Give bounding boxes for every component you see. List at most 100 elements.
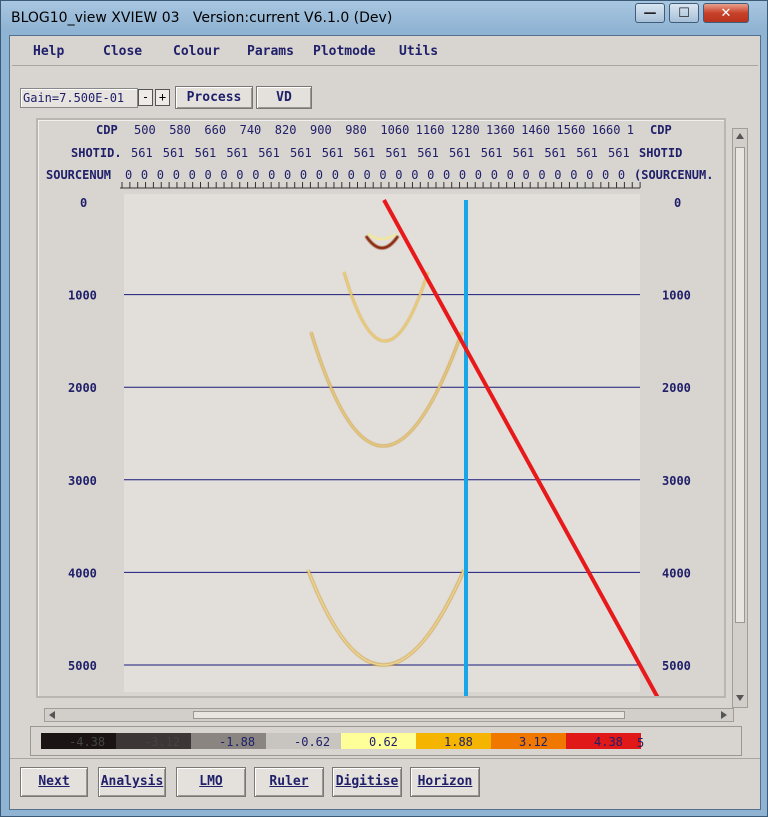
close-icon: ✕ bbox=[720, 5, 732, 21]
cdp-value: 1660 bbox=[592, 123, 621, 137]
next-button[interactable]: Next bbox=[20, 767, 88, 797]
shotid-value: 561 bbox=[513, 146, 535, 160]
sourcenum-value: 0 bbox=[364, 168, 371, 182]
shotid-value: 561 bbox=[258, 146, 280, 160]
vertical-scrollbar[interactable] bbox=[732, 128, 748, 708]
shotid-value: 561 bbox=[608, 146, 630, 160]
sourcenum-value: 0 bbox=[459, 168, 466, 182]
scroll-up-icon[interactable] bbox=[733, 129, 747, 143]
time-label-right: 1000 bbox=[662, 289, 691, 303]
sourcenum-value: 0 bbox=[475, 168, 482, 182]
digitise-button[interactable]: Digitise bbox=[332, 767, 402, 797]
shotid-value: 561 bbox=[449, 146, 471, 160]
event-hyperbola-4-core bbox=[307, 569, 465, 666]
sourcenum-value: 0 bbox=[427, 168, 434, 182]
menu-utils[interactable]: Utils bbox=[399, 44, 439, 59]
cdp-value: 500 bbox=[134, 123, 156, 137]
sourcenum-label-right: (SOURCENUM. bbox=[634, 168, 713, 182]
cdp-value: 1360 bbox=[486, 123, 515, 137]
cdp-value: 1280 bbox=[451, 123, 480, 137]
sourcenum-value: 0 bbox=[570, 168, 577, 182]
close-window-button[interactable]: ✕ bbox=[703, 3, 749, 23]
sourcenum-value: 0 bbox=[157, 168, 164, 182]
colour-scale-block bbox=[41, 733, 116, 749]
vertical-scroll-thumb[interactable] bbox=[735, 147, 745, 623]
colour-scale-block bbox=[341, 733, 416, 749]
scroll-right-icon[interactable] bbox=[717, 709, 731, 721]
cdp-value: 1560 bbox=[556, 123, 585, 137]
maximize-icon: ☐ bbox=[678, 5, 690, 21]
gain-increase-button[interactable]: + bbox=[155, 89, 170, 106]
shotid-value: 561 bbox=[163, 146, 185, 160]
sourcenum-value: 0 bbox=[300, 168, 307, 182]
colour-scale-block bbox=[191, 733, 266, 749]
sourcenum-value: 0 bbox=[205, 168, 212, 182]
colour-scale-block bbox=[416, 733, 491, 749]
time-label-left: 4000 bbox=[68, 566, 97, 580]
lmo-red-line[interactable] bbox=[382, 199, 660, 699]
menu-help[interactable]: Help bbox=[33, 44, 65, 59]
shotid-value: 561 bbox=[481, 146, 503, 160]
cdp-value: 1 bbox=[627, 123, 634, 137]
minimize-icon: — bbox=[643, 5, 657, 21]
sourcenum-value: 0 bbox=[602, 168, 609, 182]
colour-scale-label: -0.62 bbox=[294, 735, 330, 749]
minimize-button[interactable]: — bbox=[635, 3, 665, 23]
sourcenum-value: 0 bbox=[220, 168, 227, 182]
colour-scale-label: 1.88 bbox=[444, 735, 473, 749]
lmo-button[interactable]: LMO bbox=[176, 767, 246, 797]
colour-scale-block bbox=[491, 733, 566, 749]
shotid-value: 561 bbox=[385, 146, 407, 160]
cdp-values: 500 580 660 740 820 900 980 1060 1160 1280 1360 146… bbox=[134, 123, 634, 137]
sourcenum-label-left: SOURCENUM bbox=[46, 168, 111, 182]
menu-plotmode[interactable]: Plotmode bbox=[313, 44, 376, 59]
ruler-button[interactable]: Ruler bbox=[254, 767, 324, 797]
sourcenum-value: 0 bbox=[491, 168, 498, 182]
gain-decrease-button[interactable]: - bbox=[138, 89, 153, 106]
cdp-value: 580 bbox=[169, 123, 191, 137]
colour-scale-blocks: -4.38 -3.12 -1.88 -0.62 0.62 1.88 3.12 4.38 bbox=[41, 733, 641, 749]
bottom-button-bar: Next Analysis LMO Ruler Digitise Horizon bbox=[10, 758, 760, 804]
menu-colour[interactable]: Colour bbox=[173, 44, 220, 59]
sourcenum-value: 0 bbox=[141, 168, 148, 182]
cdp-value: 1460 bbox=[521, 123, 550, 137]
shotid-value: 561 bbox=[576, 146, 598, 160]
sourcenum-value: 0 bbox=[443, 168, 450, 182]
sourcenum-value: 0 bbox=[268, 168, 275, 182]
time-label-left: 0 bbox=[80, 196, 87, 210]
scroll-down-icon[interactable] bbox=[733, 691, 747, 705]
title-bar: BLOG10_view XVIEW 03 Version:current V6.… bbox=[1, 1, 767, 35]
menu-close[interactable]: Close bbox=[103, 44, 143, 59]
colour-scale-panel: -4.38 -3.12 -1.88 -0.62 0.62 1.88 3.12 4.38 5 bbox=[30, 726, 742, 756]
process-button[interactable]: Process bbox=[175, 86, 253, 109]
vd-button[interactable]: VD bbox=[256, 86, 312, 109]
time-label-left: 3000 bbox=[68, 474, 97, 488]
scroll-left-icon[interactable] bbox=[45, 709, 59, 721]
sourcenum-value: 0 bbox=[395, 168, 402, 182]
window-title: BLOG10_view XVIEW 03 Version:current V6.… bbox=[11, 10, 393, 26]
maximize-button[interactable]: ☐ bbox=[669, 3, 699, 23]
cdp-value: 1160 bbox=[416, 123, 445, 137]
horizontal-scroll-thumb[interactable] bbox=[193, 711, 625, 719]
menu-bar: Help Close Colour Params Plotmode Utils bbox=[12, 38, 758, 66]
colour-scale-label: 0.62 bbox=[369, 735, 398, 749]
shotid-value: 561 bbox=[417, 146, 439, 160]
sourcenum-value: 0 bbox=[189, 168, 196, 182]
shotid-values: 561 561 561 561 561 561 561 561 561 561 561 561 561 5… bbox=[131, 146, 630, 160]
time-label-right: 5000 bbox=[662, 659, 691, 673]
trace-ticks bbox=[120, 182, 641, 189]
sourcenum-value: 0 bbox=[316, 168, 323, 182]
sourcenum-value: 0 bbox=[332, 168, 339, 182]
colour-scale-block bbox=[266, 733, 341, 749]
menu-params[interactable]: Params bbox=[247, 44, 294, 59]
cdp-value: 820 bbox=[275, 123, 297, 137]
colour-scale: -4.38 -3.12 -1.88 -0.62 0.62 1.88 3.12 4.38 5 bbox=[41, 733, 644, 750]
gain-field[interactable]: Gain=7.500E-01 bbox=[20, 88, 138, 108]
colour-scale-block bbox=[566, 733, 641, 749]
horizontal-scrollbar[interactable] bbox=[44, 708, 734, 722]
sourcenum-value: 0 bbox=[554, 168, 561, 182]
analysis-button[interactable]: Analysis bbox=[98, 767, 166, 797]
horizon-button[interactable]: Horizon bbox=[410, 767, 480, 797]
seismic-plot[interactable]: CDP 500 580 660 740 820 900 980 1060 1160 1280 136… bbox=[38, 120, 724, 704]
